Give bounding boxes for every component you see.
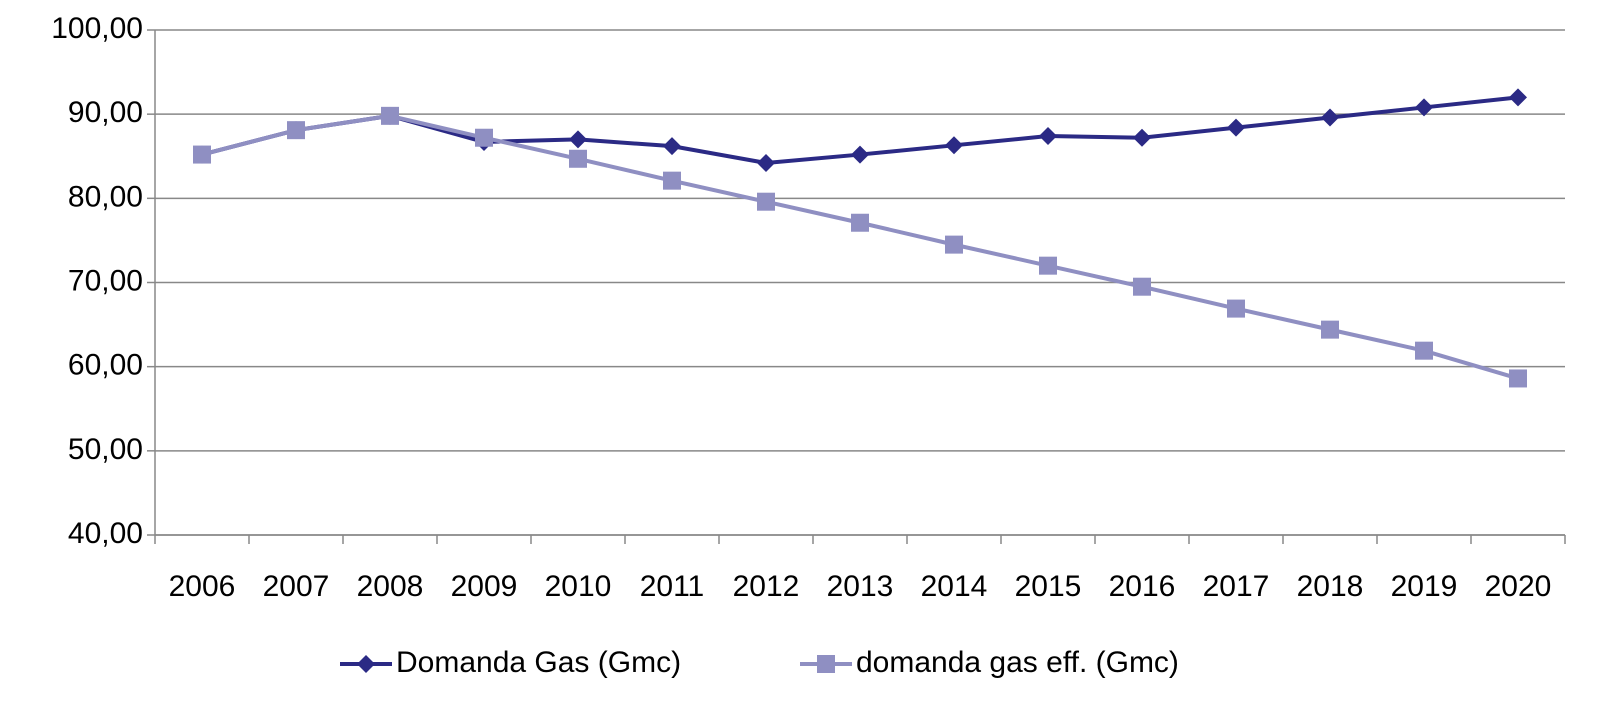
x-tick-label: 2010 (545, 570, 612, 603)
marker (1133, 277, 1151, 296)
marker (1321, 320, 1339, 339)
x-tick-label: 2007 (263, 570, 330, 603)
marker (757, 153, 775, 172)
marker (569, 130, 587, 149)
marker (851, 145, 869, 164)
marker (475, 128, 493, 147)
x-tick-label: 2018 (1297, 570, 1364, 603)
marker (663, 171, 681, 190)
marker (1039, 127, 1057, 146)
marker (287, 121, 305, 140)
legend-label: Domanda Gas (Gmc) (396, 646, 681, 679)
x-tick-label: 2011 (640, 570, 705, 603)
x-tick-label: 2015 (1015, 570, 1082, 603)
x-tick-label: 2012 (733, 570, 800, 603)
marker (1509, 369, 1527, 388)
x-tick-label: 2019 (1391, 570, 1458, 603)
x-tick-label: 2016 (1109, 570, 1176, 603)
marker (1415, 341, 1433, 360)
marker (1039, 256, 1057, 275)
y-tick-label: 80,00 (68, 180, 143, 213)
marker (193, 145, 211, 164)
marker (757, 192, 775, 211)
marker (381, 106, 399, 125)
x-tick-label: 2020 (1485, 570, 1552, 603)
x-tick-label: 2006 (169, 570, 236, 603)
marker (851, 213, 869, 232)
marker (945, 235, 963, 254)
x-tick-label: 2014 (921, 570, 988, 603)
marker (1227, 118, 1245, 137)
x-tick-label: 2013 (827, 570, 894, 603)
marker (1415, 98, 1433, 117)
legend-label: domanda gas eff. (Gmc) (856, 646, 1179, 679)
y-tick-label: 90,00 (68, 96, 143, 129)
y-tick-label: 50,00 (68, 433, 143, 466)
y-tick-label: 70,00 (68, 264, 143, 297)
marker (817, 655, 835, 673)
marker (1509, 88, 1527, 107)
marker (1227, 299, 1245, 318)
marker (569, 149, 587, 168)
x-tick-label: 2017 (1203, 570, 1270, 603)
marker (357, 655, 375, 673)
y-tick-label: 40,00 (68, 517, 143, 550)
x-tick-label: 2008 (357, 570, 424, 603)
marker (945, 136, 963, 155)
y-tick-label: 100,00 (51, 12, 143, 45)
marker (663, 137, 681, 156)
marker (1133, 128, 1151, 147)
y-tick-label: 60,00 (68, 349, 143, 382)
marker (1321, 108, 1339, 127)
x-tick-label: 2009 (451, 570, 518, 603)
